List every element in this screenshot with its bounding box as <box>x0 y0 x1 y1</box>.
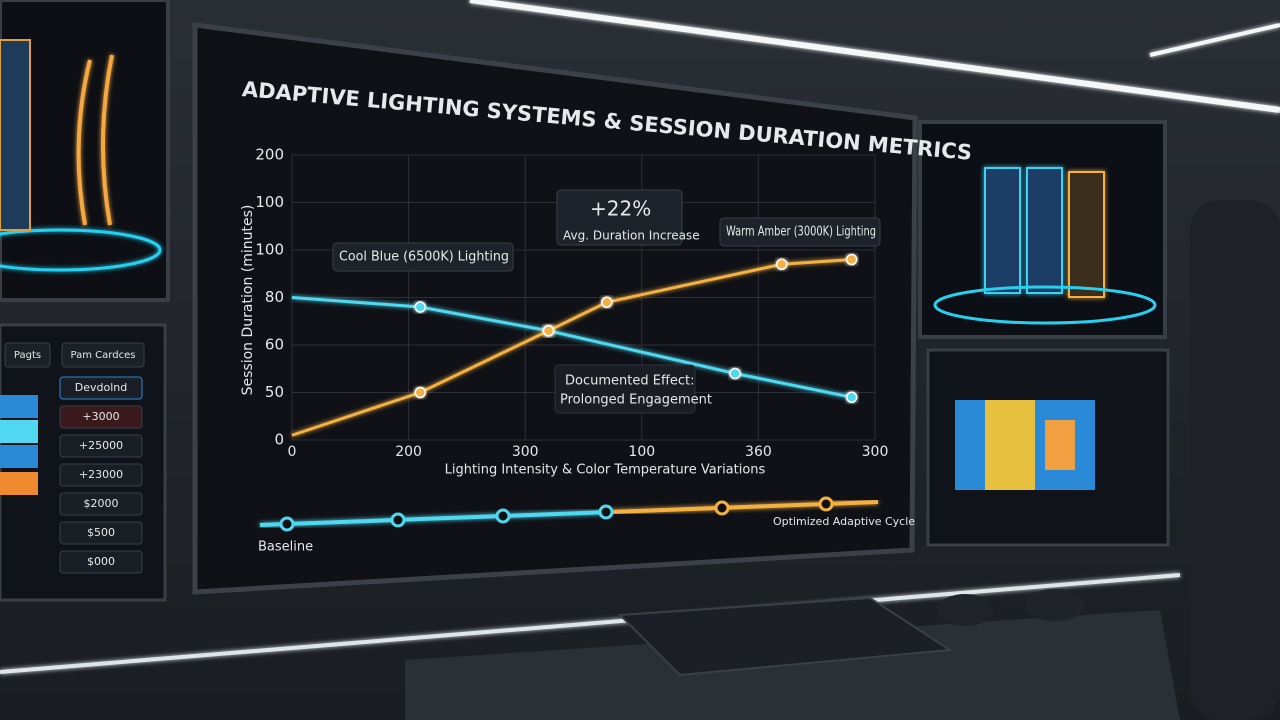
item-label: +23000 <box>79 468 123 481</box>
item-label: $500 <box>87 526 115 539</box>
y-tick-label: 100 <box>255 241 284 259</box>
data-point <box>414 386 427 399</box>
tab-label: Pagts <box>14 350 41 361</box>
data-point <box>601 296 613 308</box>
item <box>59 376 143 400</box>
item-label: Devdolnd <box>75 381 127 394</box>
timeline-node <box>714 500 730 516</box>
y-axis-label: Session Duration (minutes) <box>240 205 256 396</box>
chair <box>1190 200 1280 720</box>
y-tick-label: 200 <box>255 146 284 164</box>
ceiling-light <box>1149 23 1280 57</box>
tab-label: Pam Cardces <box>71 350 136 361</box>
floor-light <box>0 573 1181 674</box>
timeline <box>259 510 611 527</box>
main-screen <box>192 22 918 595</box>
data-point <box>845 391 858 403</box>
timeline-node <box>495 508 511 524</box>
timeline-node <box>390 512 406 528</box>
timeline-node <box>818 496 834 512</box>
y-tick-label: 0 <box>274 431 284 449</box>
tab <box>4 342 51 368</box>
x-tick-label: 300 <box>862 444 889 460</box>
machine <box>0 39 31 231</box>
data-point <box>729 367 741 380</box>
x-tick-label: 200 <box>395 444 422 460</box>
x-tick-label: 300 <box>512 444 539 460</box>
legend-label: Warm Amber (3000K) Lighting <box>726 225 876 240</box>
item-label: $2000 <box>84 497 119 510</box>
y-tick-label: 50 <box>265 383 284 401</box>
annotation: Documented Effect: <box>565 374 695 389</box>
x-tick-label: 360 <box>745 444 772 460</box>
ceiling-light <box>469 0 1280 113</box>
item-label: +25000 <box>79 439 123 452</box>
heatmap-cell <box>1045 420 1075 470</box>
annotation-box <box>554 364 696 414</box>
item <box>59 492 143 516</box>
annotation: Optimized Adaptive Cycle <box>773 515 915 528</box>
tile <box>0 472 38 495</box>
data-point <box>775 258 788 270</box>
annotation: Prolonged Engagement <box>560 393 712 408</box>
tab <box>61 342 145 368</box>
legend-box <box>332 242 514 272</box>
keyboard <box>617 596 953 677</box>
y-tick-label: 80 <box>265 288 284 306</box>
item-label: $000 <box>87 555 115 568</box>
neon <box>933 285 1157 325</box>
item <box>59 405 143 429</box>
neon <box>76 54 114 226</box>
annotation: Avg. Duration Increase <box>563 229 700 243</box>
legend-box <box>719 217 881 247</box>
x-tick-label: 0 <box>288 444 297 460</box>
item <box>59 434 143 458</box>
y-tick-label: 100 <box>255 193 284 211</box>
data-point <box>414 301 427 313</box>
series-line <box>291 258 852 437</box>
item <box>59 463 143 487</box>
machine <box>984 167 1021 294</box>
data-point <box>845 253 858 266</box>
x-axis-label: Lighting Intensity & Color Temperature V… <box>445 463 766 478</box>
heatmap <box>955 400 1095 490</box>
annotation: Baseline <box>258 540 313 555</box>
annotation: +22% <box>590 197 651 221</box>
controller <box>1025 589 1085 621</box>
legend-label: Cool Blue (6500K) Lighting <box>339 250 509 265</box>
data-point <box>542 325 555 337</box>
tile <box>0 395 38 418</box>
x-tick-label: 100 <box>628 444 655 460</box>
machine <box>1026 167 1063 294</box>
neon <box>0 228 162 272</box>
side-panel: Pagts Pam Cardces Devdolnd +3000 +25000 +2300… <box>0 342 145 574</box>
timeline-node <box>279 516 295 532</box>
y-tick-label: 60 <box>265 336 284 354</box>
tile <box>0 445 38 468</box>
controller <box>937 594 993 626</box>
annotation-box <box>556 189 683 246</box>
timeline-node <box>598 504 614 520</box>
item <box>59 521 143 545</box>
heatmap-cell <box>985 400 1035 490</box>
tile <box>0 420 38 443</box>
item <box>59 550 143 574</box>
item-label: +3000 <box>82 410 119 423</box>
machine <box>1068 171 1105 298</box>
